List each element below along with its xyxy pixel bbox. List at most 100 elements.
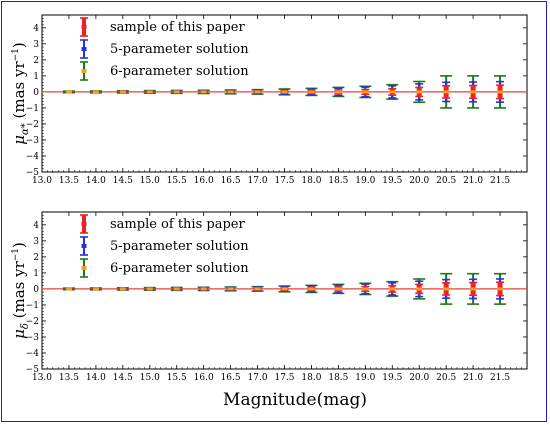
data-point-marker (146, 287, 153, 291)
x-tick-label: 17.5 (274, 176, 294, 186)
y-tick-label: 0 (33, 285, 39, 295)
data-point-marker (92, 287, 99, 291)
y-axis-label: μδ (mas yr−1) (10, 242, 31, 339)
data-point-marker (65, 90, 72, 94)
x-tick-label: 16.0 (194, 373, 214, 383)
data-point-marker (308, 287, 315, 291)
y-tick-label: −5 (26, 168, 40, 178)
data-point-marker (362, 287, 369, 291)
legend-sample-of-this-paper-label: sample of this paper (110, 217, 245, 232)
x-tick-label: 19.0 (355, 373, 375, 383)
data-point-marker (254, 287, 261, 291)
data-point-marker (470, 90, 477, 94)
x-tick-label: 14.5 (113, 176, 133, 186)
y-tick-label: −2 (26, 120, 39, 130)
x-axis-label: Magnitude(mag) (223, 390, 367, 410)
x-tick-label: 14.0 (86, 373, 106, 383)
data-point-marker (173, 287, 180, 291)
x-tick-label: 16.5 (221, 176, 241, 186)
data-point-marker (146, 90, 153, 94)
x-tick-label: 18.5 (328, 176, 348, 186)
y-tick-label: 2 (33, 253, 39, 263)
x-tick-label: 15.5 (167, 176, 187, 186)
data-point-marker (443, 287, 450, 291)
x-tick-label: 18.0 (301, 176, 321, 186)
legend-6-parameter-solution-marker (81, 266, 87, 270)
x-tick-label: 17.0 (248, 176, 268, 186)
legend-sample-of-this-paper-label: sample of this paper (110, 20, 245, 35)
y-tick-label: −4 (26, 152, 40, 162)
data-point-marker (119, 287, 126, 291)
x-tick-label: 20.0 (409, 373, 429, 383)
x-tick-label: 17.5 (274, 373, 294, 383)
legend-sample-of-this-paper-marker (81, 222, 87, 226)
data-point-marker (497, 90, 504, 94)
x-tick-label: 20.0 (409, 176, 429, 186)
y-tick-label: 4 (33, 24, 39, 34)
x-tick-label: 15.0 (140, 373, 160, 383)
x-tick-label: 15.0 (140, 176, 160, 186)
x-tick-label: 21.5 (490, 373, 510, 383)
data-point-marker (497, 287, 504, 291)
y-tick-label: 2 (33, 56, 39, 66)
x-tick-label: 16.0 (194, 176, 214, 186)
data-point-marker (308, 90, 315, 94)
y-tick-label: 1 (33, 269, 39, 279)
y-tick-label: −3 (26, 136, 40, 146)
x-tick-label: 19.0 (355, 176, 375, 186)
x-tick-label: 13.5 (59, 176, 79, 186)
panel-mu-delta: 13.0 13.5 14.0 14.5 15.0 15.5 16.0 16.5 17.0 17.5… (10, 211, 528, 383)
data-point-marker (281, 287, 288, 291)
legend-5-parameter-solution-marker (81, 244, 87, 248)
data-point-marker (362, 90, 369, 94)
data-point-marker (65, 287, 72, 291)
y-tick-label: −1 (26, 301, 39, 311)
x-tick-label: 21.5 (490, 176, 510, 186)
legend-5-parameter-solution-label: 5-parameter solution (110, 42, 249, 57)
legend-6-parameter-solution-label: 6-parameter solution (110, 64, 249, 79)
y-tick-label: −1 (26, 104, 39, 114)
y-tick-label: −2 (26, 317, 39, 327)
data-point-marker (470, 287, 477, 291)
data-point-marker (119, 90, 126, 94)
legend-6-parameter-solution-label: 6-parameter solution (110, 261, 249, 276)
y-tick-label: −4 (26, 349, 40, 359)
data-point-marker (416, 287, 423, 291)
x-tick-label: 19.5 (382, 373, 402, 383)
x-tick-label: 14.0 (86, 176, 106, 186)
y-tick-label: 3 (33, 237, 39, 247)
legend-sample-of-this-paper-marker (81, 25, 87, 29)
x-tick-label: 13.0 (32, 373, 52, 383)
y-tick-label: 4 (33, 221, 39, 231)
data-point-marker (335, 90, 342, 94)
x-tick-label: 14.5 (113, 373, 133, 383)
data-point-marker (389, 287, 396, 291)
x-tick-label: 20.5 (436, 176, 456, 186)
y-axis-label: μα* (mas yr−1) (10, 42, 31, 145)
data-point-marker (335, 287, 342, 291)
x-tick-label: 17.0 (248, 373, 268, 383)
legend-6-parameter-solution-marker (81, 69, 87, 73)
y-tick-label: 1 (33, 72, 39, 82)
x-tick-label: 16.5 (221, 373, 241, 383)
y-tick-label: 3 (33, 40, 39, 50)
legend-5-parameter-solution-marker (81, 47, 87, 51)
data-point-marker (389, 90, 396, 94)
data-point-marker (281, 90, 288, 94)
data-point-marker (92, 90, 99, 94)
x-tick-label: 21.0 (463, 373, 483, 383)
data-point-marker (254, 90, 261, 94)
legend-5-parameter-solution-label: 5-parameter solution (110, 239, 249, 254)
x-tick-label: 15.5 (167, 373, 187, 383)
x-tick-label: 13.5 (59, 373, 79, 383)
x-tick-label: 18.5 (328, 373, 348, 383)
data-point-marker (200, 90, 207, 94)
data-point-marker (443, 90, 450, 94)
x-tick-label: 13.0 (32, 176, 52, 186)
data-point-marker (227, 90, 234, 94)
x-tick-label: 20.5 (436, 373, 456, 383)
y-tick-label: −3 (26, 333, 40, 343)
x-tick-label: 18.0 (301, 373, 321, 383)
